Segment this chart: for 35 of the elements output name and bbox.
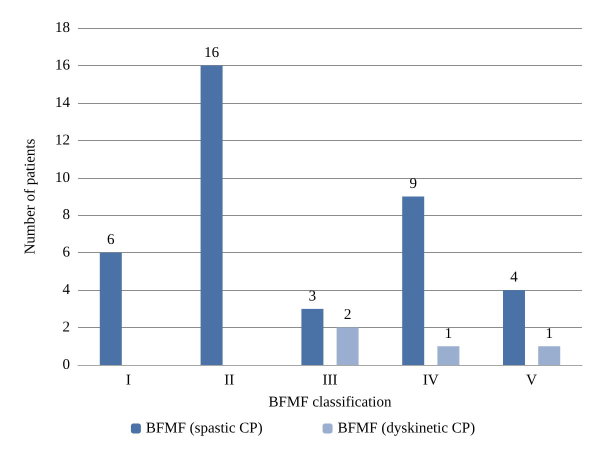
legend-label: BFMF (dyskinetic CP) <box>338 420 476 436</box>
y-tick-label: 6 <box>62 244 70 261</box>
bar <box>402 196 424 365</box>
x-tick-label: III <box>322 372 338 388</box>
y-tick-label: 14 <box>55 94 70 111</box>
y-tick-label: 12 <box>55 132 70 148</box>
data-label: 9 <box>409 176 417 192</box>
bar <box>336 328 359 365</box>
x-tick-label: II <box>224 372 234 388</box>
bar <box>200 65 223 365</box>
data-label: 3 <box>308 288 316 304</box>
x-axis-title: BFMF classification <box>268 394 392 410</box>
y-axis-title: Number of patients <box>22 138 38 254</box>
bar <box>503 290 525 365</box>
y-tick-label: 2 <box>62 320 70 336</box>
y-tick-label: 0 <box>62 357 70 373</box>
y-tick-label: 18 <box>55 20 70 36</box>
y-tick-label: 8 <box>62 207 70 224</box>
legend-label: BFMF (spastic CP) <box>146 420 263 436</box>
x-tick-label: IV <box>422 372 439 388</box>
data-label: 16 <box>204 44 220 61</box>
data-label: 2 <box>344 307 352 324</box>
data-label: 1 <box>545 326 553 342</box>
x-tick-label: V <box>526 372 538 388</box>
data-label: 6 <box>107 232 116 248</box>
data-label: 4 <box>510 270 518 286</box>
bar <box>100 252 122 365</box>
y-tick-label: 16 <box>55 57 70 74</box>
bar <box>538 346 560 365</box>
data-label: 1 <box>444 326 452 342</box>
x-tick-label: I <box>126 372 131 388</box>
bar <box>301 308 324 365</box>
y-tick-label: 4 <box>62 282 70 298</box>
y-tick-label: 10 <box>55 170 70 186</box>
bar <box>437 346 460 365</box>
